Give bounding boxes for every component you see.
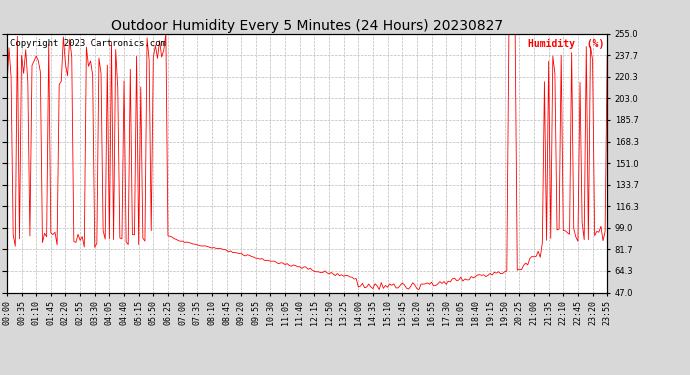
Text: Humidity  (%): Humidity (%) — [528, 39, 604, 49]
Title: Outdoor Humidity Every 5 Minutes (24 Hours) 20230827: Outdoor Humidity Every 5 Minutes (24 Hou… — [111, 19, 503, 33]
Text: Copyright 2023 Cartronics.com: Copyright 2023 Cartronics.com — [10, 39, 166, 48]
